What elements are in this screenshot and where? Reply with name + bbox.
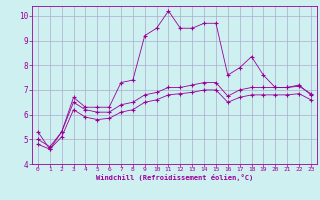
X-axis label: Windchill (Refroidissement éolien,°C): Windchill (Refroidissement éolien,°C) bbox=[96, 174, 253, 181]
